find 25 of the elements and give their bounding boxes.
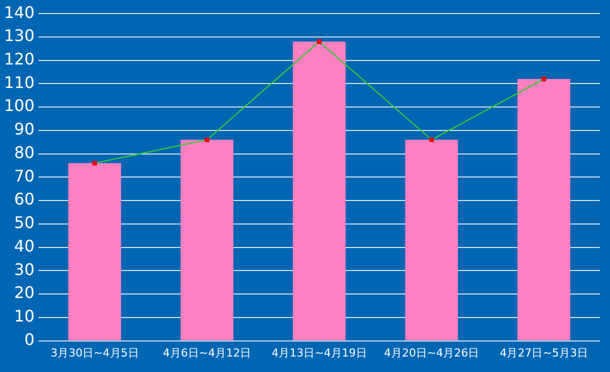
y-tick-label: 130 <box>4 26 35 46</box>
x-tick-label: 4月20日~4月26日 <box>384 346 480 360</box>
y-tick-label: 30 <box>14 260 35 279</box>
y-tick-label: 10 <box>14 306 35 326</box>
y-tick-label: 90 <box>14 120 35 139</box>
x-tick-label: 4月6日~4月12日 <box>162 346 252 360</box>
y-tick-label: 100 <box>4 96 35 116</box>
y-tick-label: 60 <box>14 190 35 209</box>
bar <box>180 140 234 340</box>
y-tick-label: 80 <box>14 142 35 162</box>
x-tick-label: 3月30日~4月5日 <box>50 346 139 360</box>
y-tick-label: 70 <box>14 166 35 186</box>
y-tick-label: 20 <box>14 283 35 302</box>
y-tick-label: 50 <box>14 213 35 232</box>
y-tick-label: 120 <box>4 50 35 68</box>
y-tick-label: 140 <box>4 2 35 22</box>
x-tick-label: 4月27日~5月3日 <box>500 346 588 360</box>
bar <box>68 163 122 340</box>
bar <box>517 79 570 340</box>
y-tick-label: 40 <box>14 236 35 256</box>
y-tick-label: 110 <box>4 72 35 92</box>
x-tick-label: 4月13日~4月19日 <box>272 346 367 360</box>
y-tick-label: 0 <box>24 330 35 349</box>
bar <box>405 140 458 340</box>
bar <box>292 42 346 340</box>
